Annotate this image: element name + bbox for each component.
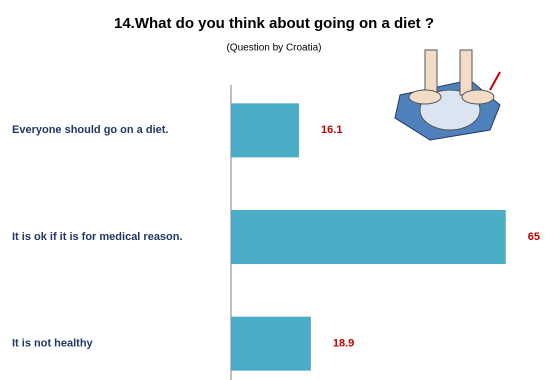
chart-title: 14.What do you think about going on a di… (114, 15, 434, 32)
data-label: 16.1 (321, 124, 342, 136)
chart-subtitle: (Question by Croatia) (226, 43, 321, 54)
bar (231, 210, 506, 264)
bar (231, 316, 311, 371)
data-label: 65 (528, 231, 540, 243)
category-label: It is ok if it is for medical reason. (12, 231, 183, 243)
data-label: 18.9 (333, 338, 354, 350)
bar (231, 103, 300, 158)
category-label: It is not healthy (12, 338, 94, 350)
illustration (394, 49, 501, 141)
category-label: Everyone should go on a diet. (12, 124, 168, 136)
